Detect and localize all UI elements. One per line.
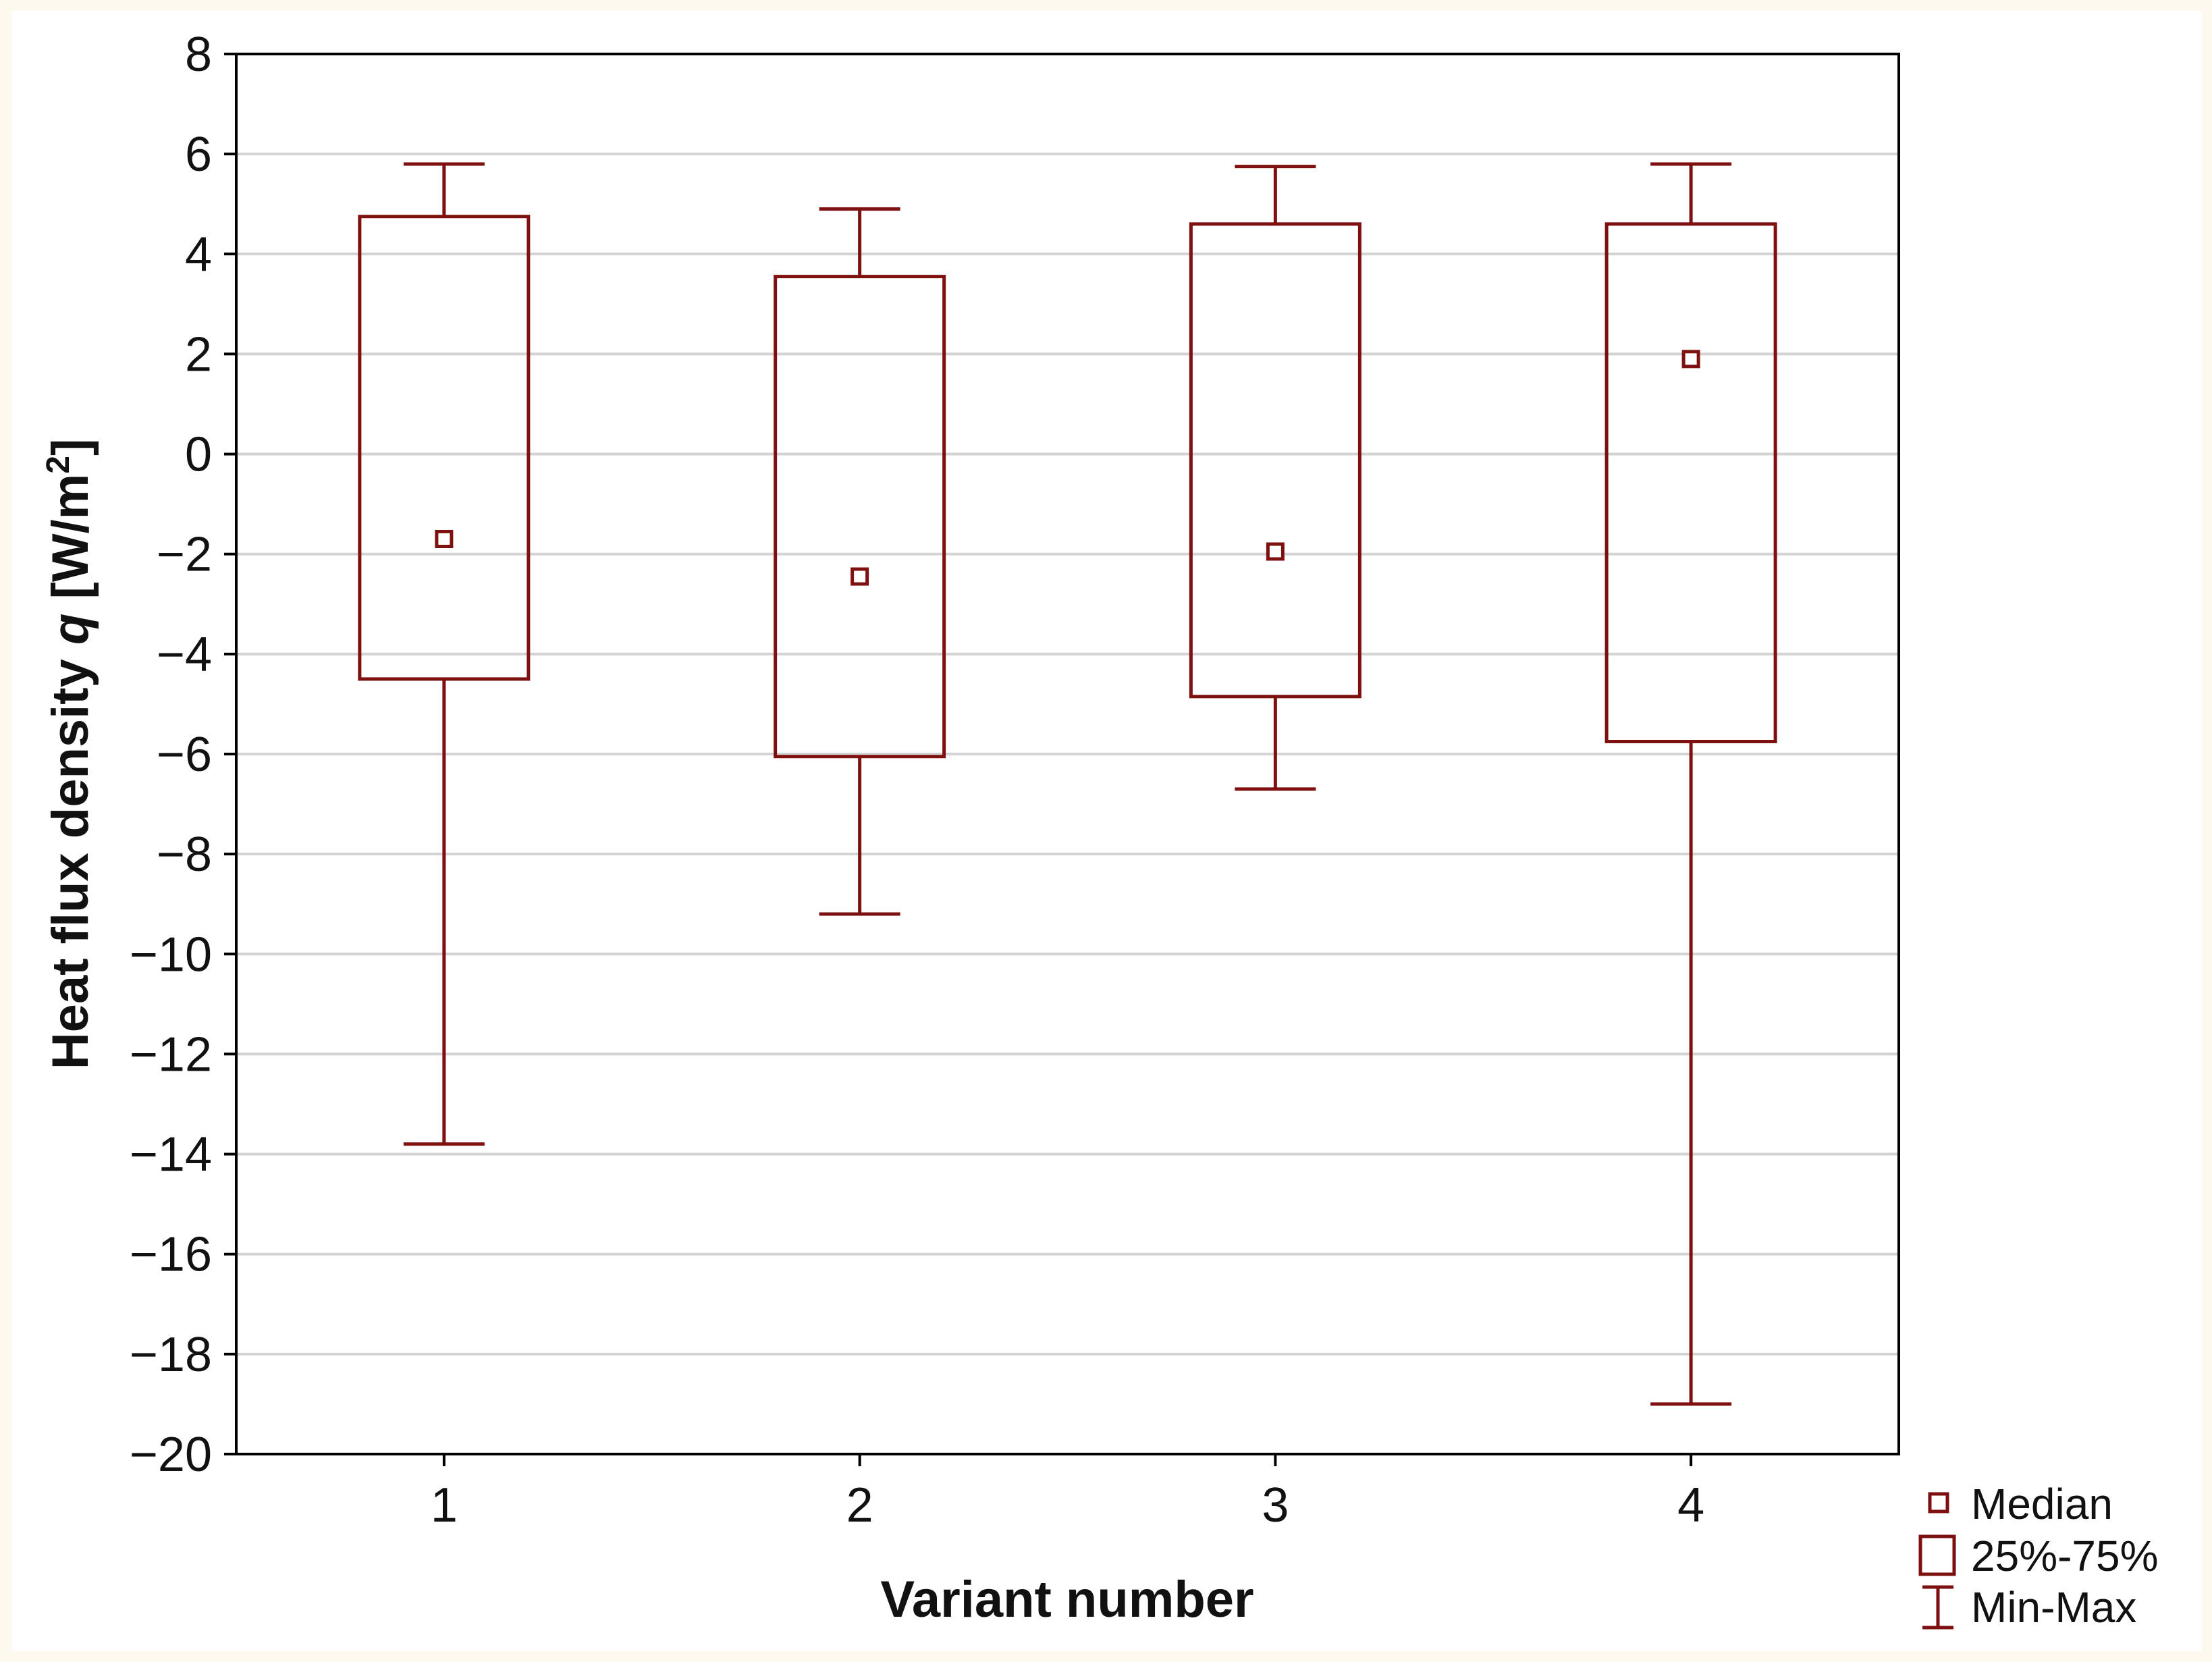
y-tick-label: −8 <box>157 828 212 882</box>
y-axis-title-close: ] <box>42 439 99 456</box>
x-tick-label: 1 <box>431 1478 458 1532</box>
median-marker <box>1681 350 1700 369</box>
box-variant-3 <box>1189 165 1361 791</box>
legend-median-icon <box>1928 1492 1949 1513</box>
y-axis-ticks: 8 6 4 2 0 −2 −4 −6 −8 −10 −12 −14 −16 −18 −20 <box>130 28 236 1482</box>
median-marker <box>1266 542 1285 561</box>
y-axis-title-main: Heat flux density <box>42 645 99 1069</box>
y-tick-label: −10 <box>130 928 212 982</box>
y-axis-title: Heat flux density q [W/m2] <box>41 439 99 1070</box>
box-variant-4 <box>1604 162 1777 1406</box>
y-tick-label: −4 <box>157 628 212 682</box>
legend-minmax-label: Min-Max <box>1971 1583 2136 1632</box>
legend-median-label: Median <box>1971 1480 2113 1528</box>
x-axis-ticks: 1 2 3 4 <box>431 1454 1704 1532</box>
x-tick-label: 2 <box>846 1478 873 1532</box>
iqr-box <box>1189 222 1361 699</box>
y-tick-label: −20 <box>130 1428 212 1482</box>
box-plot-series <box>358 162 1777 1406</box>
y-tick-label: −14 <box>130 1128 212 1182</box>
iqr-box <box>774 275 946 759</box>
y-axis-title-unit: [W/m <box>42 474 99 614</box>
legend-minmax-icon <box>1922 1585 1953 1630</box>
y-tick-label: −16 <box>130 1228 212 1282</box>
y-tick-label: −12 <box>130 1027 212 1081</box>
median-marker <box>851 567 869 586</box>
y-tick-label: −2 <box>157 528 212 582</box>
grid-lines <box>236 153 1899 1356</box>
y-tick-label: 6 <box>185 128 212 182</box>
y-tick-label: 4 <box>185 227 212 282</box>
iqr-box <box>358 215 531 681</box>
legend-iqr-icon <box>1918 1534 1956 1576</box>
y-tick-label: −18 <box>130 1328 212 1382</box>
legend: Median 25%-75% Min-Max <box>1918 1480 2159 1632</box>
x-tick-label: 3 <box>1262 1478 1289 1532</box>
iqr-box <box>1604 222 1777 743</box>
x-axis-title: Variant number <box>880 1571 1253 1628</box>
legend-iqr-label: 25%-75% <box>1971 1532 2159 1580</box>
y-tick-label: 0 <box>185 428 212 482</box>
y-tick-label: 8 <box>185 28 212 82</box>
y-axis-title-exponent: 2 <box>41 456 76 474</box>
x-tick-label: 4 <box>1677 1478 1704 1532</box>
y-tick-label: −6 <box>157 728 212 782</box>
y-axis-title-symbol: q <box>42 614 99 645</box>
box-variant-1 <box>358 162 531 1146</box>
y-tick-label: 2 <box>185 327 212 381</box>
median-marker <box>435 529 454 548</box>
box-variant-2 <box>774 207 946 916</box>
